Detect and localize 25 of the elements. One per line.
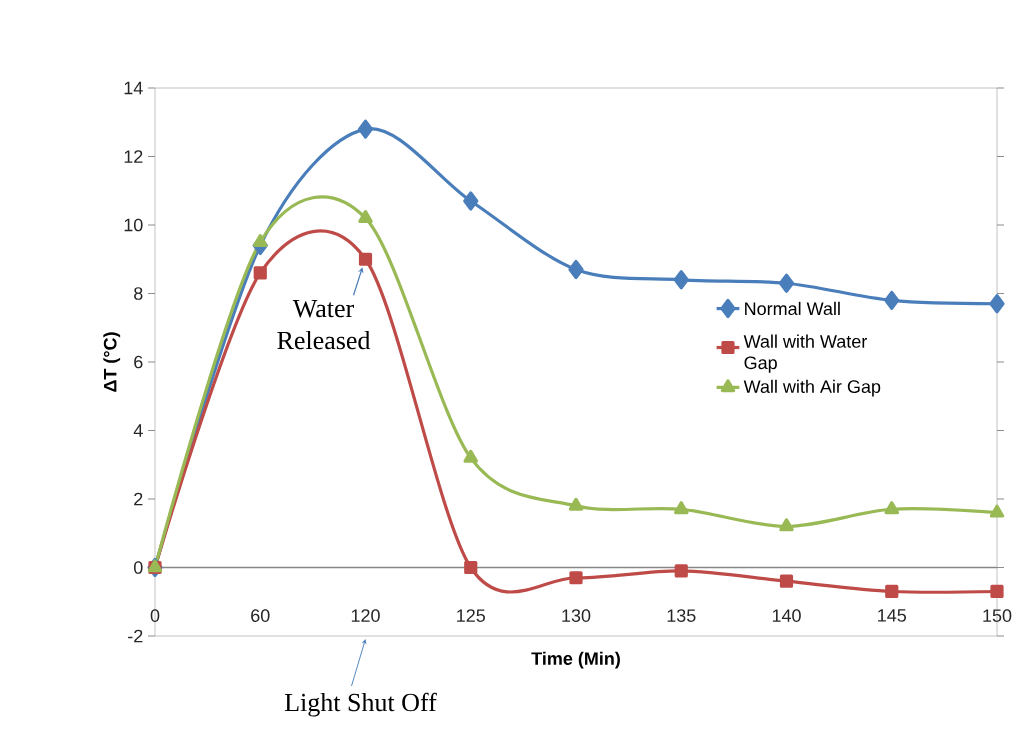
x-axis-title: Time (Min): [531, 651, 620, 669]
legend-label: Normal Wall: [745, 301, 840, 316]
y-tick-label: 2: [134, 492, 143, 506]
y-tick-label: 0: [133, 561, 143, 574]
x-tick-label: 60: [251, 609, 270, 622]
y-tick-label: 14: [124, 81, 143, 95]
y-tick-label: 12: [124, 150, 143, 163]
legend-label: Wall with Water Gap: [743, 334, 867, 373]
x-tick-label: 130: [562, 609, 591, 622]
annotation: Water Released: [277, 299, 371, 350]
x-tick-label: 135: [667, 609, 696, 622]
x-tick-label: 145: [878, 609, 907, 622]
y-tick-label: 6: [134, 355, 143, 369]
x-tick-label: 125: [457, 609, 486, 622]
y-axis-title: ΔT (°C): [103, 332, 121, 392]
x-tick-label: 140: [772, 609, 801, 622]
legend-label: Wall with Air Gap: [743, 379, 881, 397]
y-tick-label: 8: [134, 287, 143, 300]
x-tick-label: 0: [150, 609, 160, 622]
x-tick-label: 150: [983, 609, 1012, 622]
y-tick-label: 4: [133, 424, 143, 437]
y-tick-label: -2: [128, 629, 143, 643]
y-tick-label: 10: [124, 218, 143, 232]
x-tick-label: 120: [351, 609, 380, 622]
annotation: Light Shut Off: [284, 692, 437, 717]
